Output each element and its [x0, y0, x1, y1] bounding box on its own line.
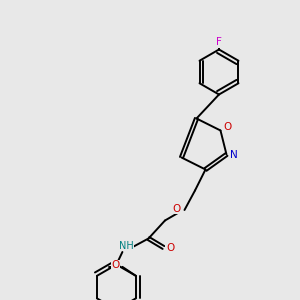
- Text: O: O: [112, 260, 120, 270]
- Text: O: O: [166, 242, 174, 253]
- Text: N: N: [230, 149, 238, 160]
- Text: NH: NH: [119, 241, 134, 251]
- Text: O: O: [223, 122, 231, 133]
- Text: O: O: [172, 203, 180, 214]
- Text: F: F: [216, 37, 222, 47]
